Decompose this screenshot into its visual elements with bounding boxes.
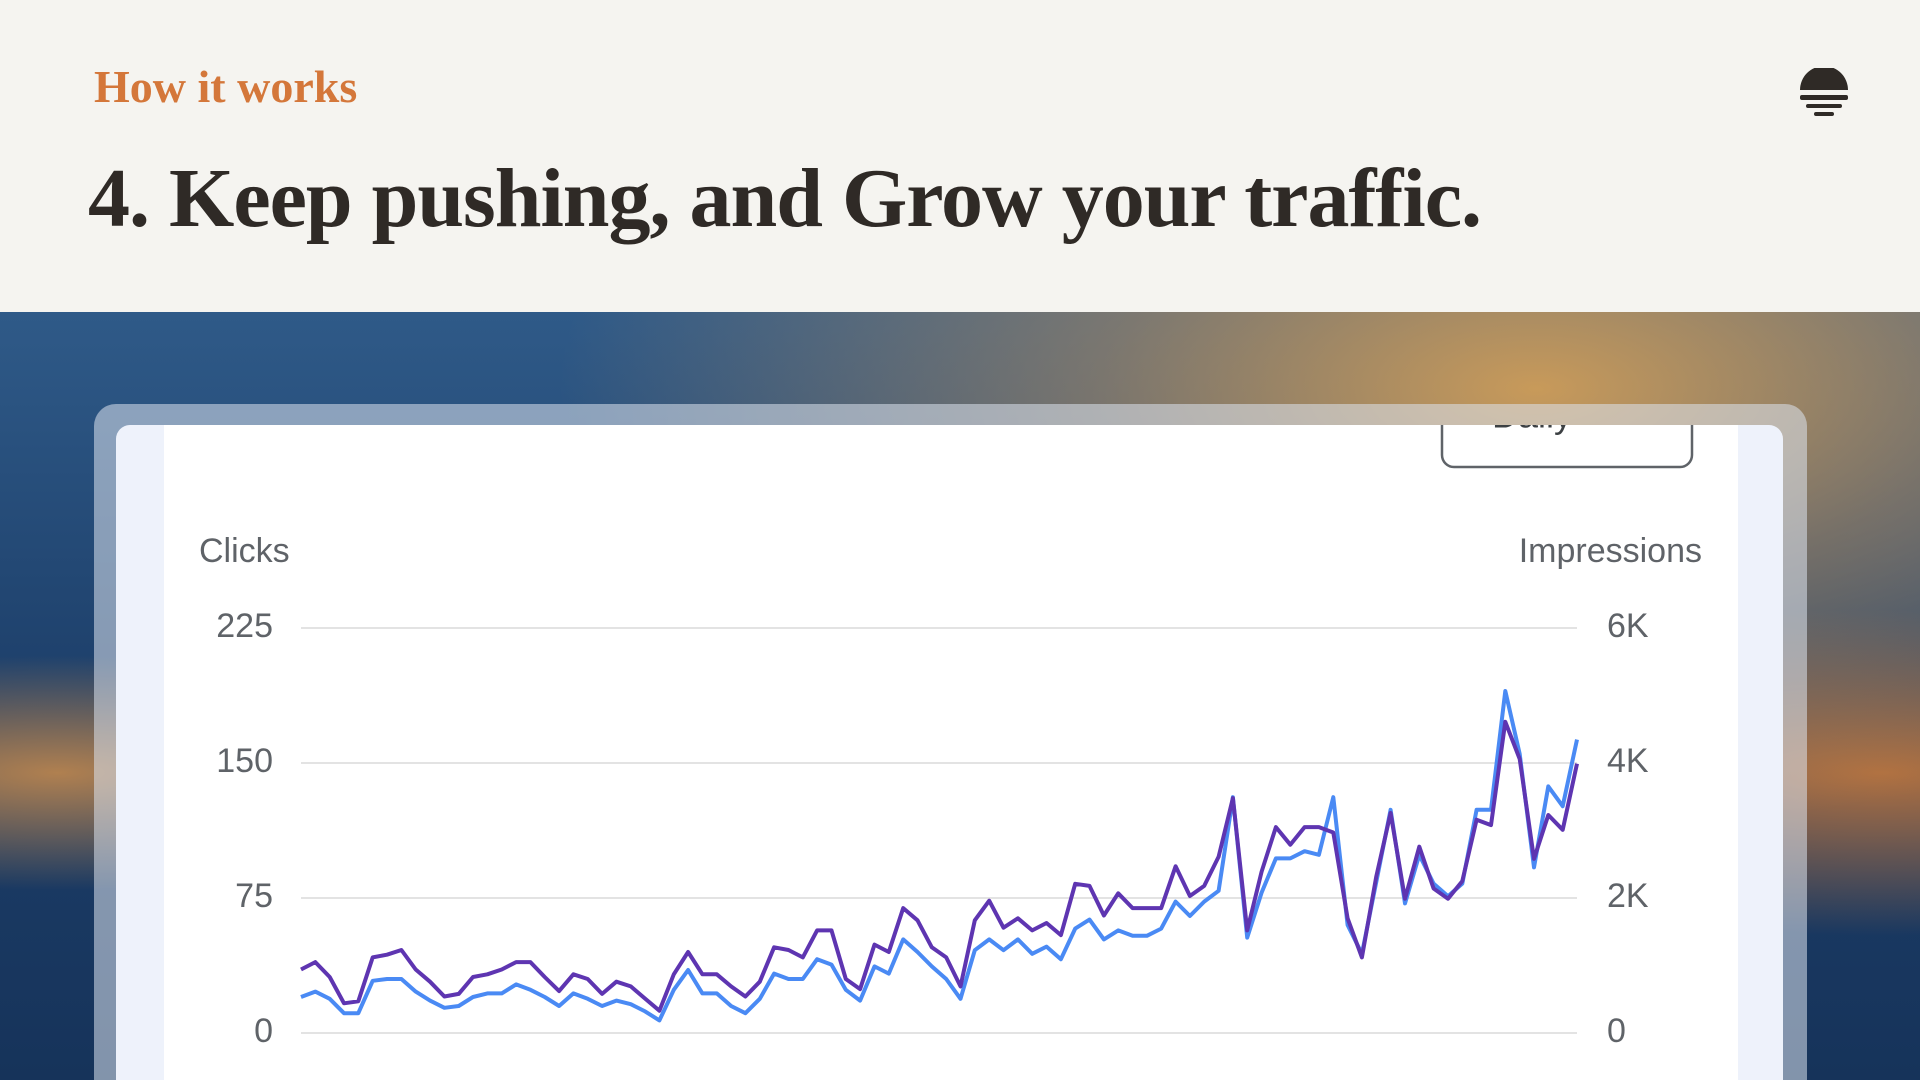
y2-tick-label: 6K xyxy=(1607,607,1649,645)
y2-tick-label: 2K xyxy=(1607,877,1649,915)
series-line xyxy=(300,719,1579,1013)
heading: 4. Keep pushing, and Grow your traffic. xyxy=(88,152,1482,245)
y-tick-label: 0 xyxy=(254,1012,273,1050)
y-tick-label: 75 xyxy=(235,877,273,915)
daily-button-label[interactable]: Daily xyxy=(1492,395,1572,436)
daily-button[interactable] xyxy=(1440,395,1694,469)
y2-axis-label: Impressions xyxy=(1519,532,1702,570)
logo[interactable] xyxy=(1798,68,1850,120)
y-tick-label: 225 xyxy=(216,607,273,645)
y2-tick-label: 0 xyxy=(1607,1012,1626,1050)
eyebrow: How it works xyxy=(94,61,358,112)
header: How it works 4. Keep pushing, and Grow y… xyxy=(0,0,1920,312)
y2-tick-label: 4K xyxy=(1607,742,1649,780)
y-tick-label: 150 xyxy=(216,742,273,780)
y-axis-label: Clicks xyxy=(199,532,290,570)
